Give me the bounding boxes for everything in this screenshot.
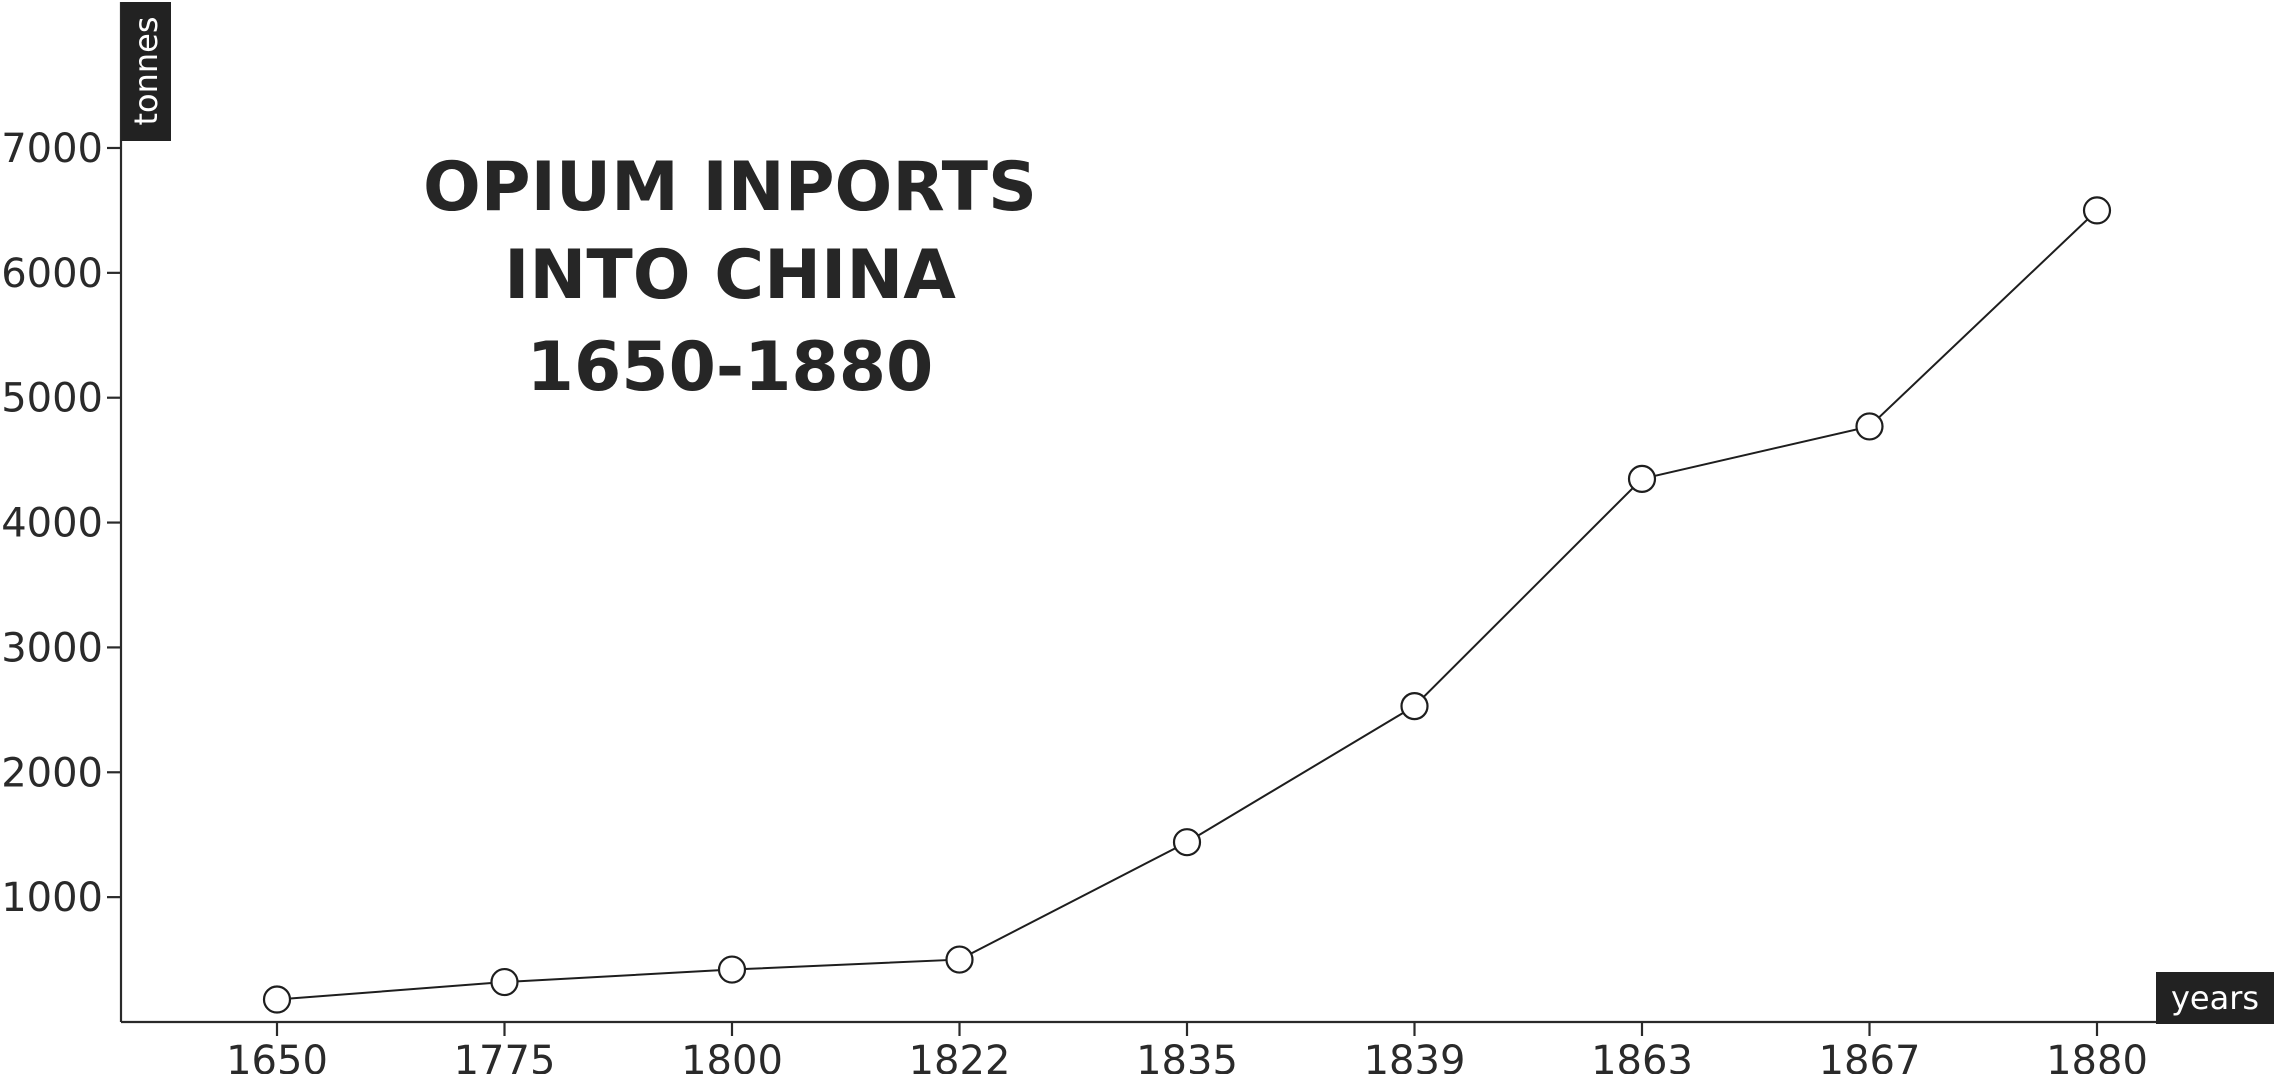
data-point <box>947 947 973 973</box>
y-tick-label: 6000 <box>1 251 103 297</box>
data-point <box>492 969 518 995</box>
data-point <box>1857 413 1883 439</box>
x-tick-label: 1835 <box>1136 1038 1238 1074</box>
chart-title-line: INTO CHINA <box>504 236 956 315</box>
y-tick-label: 2000 <box>1 750 103 796</box>
x-tick-label: 1775 <box>454 1038 556 1074</box>
chart-title-line: 1650-1880 <box>527 328 934 407</box>
x-axis-ticks: 1650 1775 1800 1822 1835 1839 1863 1867 1880 <box>226 1022 2148 1074</box>
chart-title-line: OPIUM INPORTS <box>423 148 1037 227</box>
y-axis-label: tonnes <box>127 16 165 125</box>
data-point <box>1402 693 1428 719</box>
x-axis-label: years <box>2171 979 2259 1017</box>
x-tick-label: 1800 <box>681 1038 783 1074</box>
y-tick-label: 7000 <box>1 126 103 172</box>
x-tick-label: 1650 <box>226 1038 328 1074</box>
x-tick-label: 1867 <box>1819 1038 1921 1074</box>
data-point <box>1174 829 1200 855</box>
data-point <box>719 957 745 983</box>
data-point <box>2084 197 2110 223</box>
x-tick-label: 1839 <box>1364 1038 1466 1074</box>
y-tick-label: 4000 <box>1 501 103 547</box>
x-tick-label: 1863 <box>1591 1038 1693 1074</box>
data-point <box>1629 466 1655 492</box>
y-tick-label: 5000 <box>1 376 103 422</box>
y-axis-ticks: 1000 2000 3000 4000 5000 6000 7000 <box>1 126 121 921</box>
y-tick-label: 3000 <box>1 625 103 671</box>
chart-title: OPIUM INPORTS INTO CHINA 1650-1880 <box>423 148 1037 407</box>
series-opium-imports <box>264 197 2110 1012</box>
x-tick-label: 1880 <box>2046 1038 2148 1074</box>
data-point <box>264 987 290 1013</box>
y-tick-label: 1000 <box>1 875 103 921</box>
x-tick-label: 1822 <box>909 1038 1011 1074</box>
